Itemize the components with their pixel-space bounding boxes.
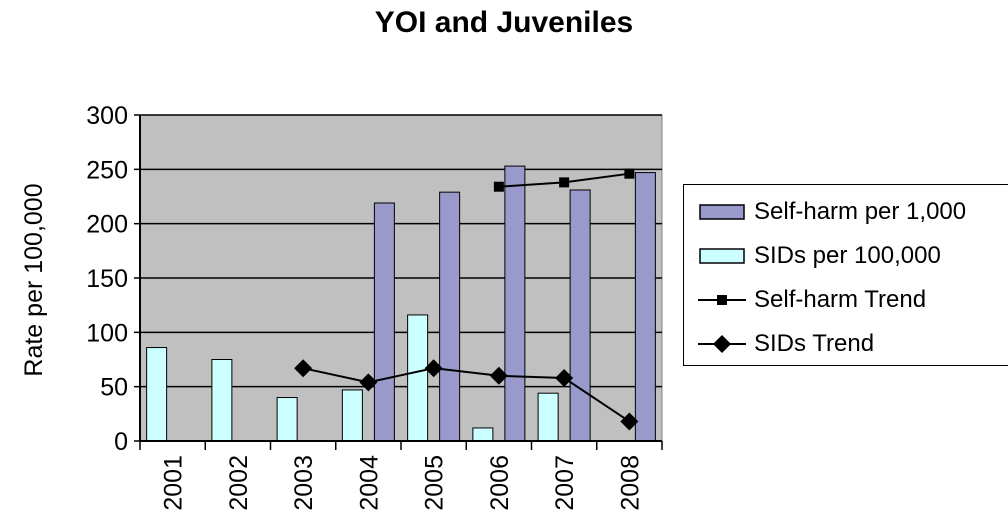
x-tick-label: 2001 (160, 455, 188, 511)
marker-sids-trend (359, 373, 378, 392)
y-tick-label: 250 (86, 156, 128, 184)
bar-sids-2007 (537, 392, 559, 442)
marker-sids-trend (555, 368, 574, 387)
legend-swatch (698, 335, 746, 353)
marker-sids-trend (489, 366, 508, 385)
bar-self-harm-2008 (634, 172, 656, 442)
marker-sids-trend (620, 412, 639, 431)
x-tick-label: 2006 (486, 455, 514, 511)
legend-label: Self-harm Trend (754, 286, 927, 313)
bar-sids-2002 (211, 359, 233, 442)
legend: Self-harm per 1,000 SIDs per 100,000 Self-… (683, 184, 1008, 366)
x-tick-label: 2002 (225, 455, 253, 511)
bar-sids-2006 (472, 427, 494, 442)
y-axis-label: Rate per 100,000 (20, 183, 48, 376)
x-tick-label: 2008 (616, 455, 644, 511)
bar-sids-2005 (407, 314, 429, 442)
legend-label: SIDs per 100,000 (754, 242, 941, 269)
y-tick-label: 150 (86, 265, 128, 293)
bar-sids-2001 (146, 347, 168, 442)
y-tick-label: 100 (86, 319, 128, 347)
bar-self-harm-2007 (569, 189, 591, 442)
y-tick-label: 300 (86, 102, 128, 130)
marker-sids-trend (424, 359, 443, 378)
bar-sids-2003 (276, 397, 298, 442)
x-tick-label: 2003 (290, 455, 318, 511)
marker-self-harm-trend (559, 177, 570, 188)
legend-swatch (698, 295, 746, 305)
bar-self-harm-2006 (504, 165, 526, 442)
chart-title: YOI and Juveniles (374, 6, 634, 39)
legend-swatch (699, 204, 745, 220)
y-tick-label: 0 (114, 428, 128, 456)
legend-label: Self-harm per 1,000 (754, 198, 967, 225)
x-tick-label: 2005 (421, 455, 449, 511)
y-tick-label: 200 (86, 211, 128, 239)
x-tick-label: 2007 (551, 455, 579, 511)
legend-item-self-harm-trend: Self-harm Trend (696, 285, 926, 315)
marker-self-harm-trend (624, 168, 635, 179)
legend-item-sids-trend: SIDs Trend (696, 329, 874, 359)
legend-swatch (699, 248, 745, 264)
legend-item-self-harm: Self-harm per 1,000 (696, 197, 966, 227)
bar-self-harm-2004 (373, 202, 395, 442)
legend-label: SIDs Trend (754, 330, 875, 357)
marker-sids-trend (294, 359, 313, 378)
bar-sids-2004 (341, 389, 363, 442)
legend-item-sids: SIDs per 100,000 (696, 241, 941, 271)
bar-self-harm-2005 (439, 191, 461, 442)
x-tick-label: 2004 (355, 455, 383, 511)
line-sids-trend (302, 367, 630, 423)
y-tick-label: 50 (100, 374, 128, 402)
marker-self-harm-trend (493, 181, 504, 192)
